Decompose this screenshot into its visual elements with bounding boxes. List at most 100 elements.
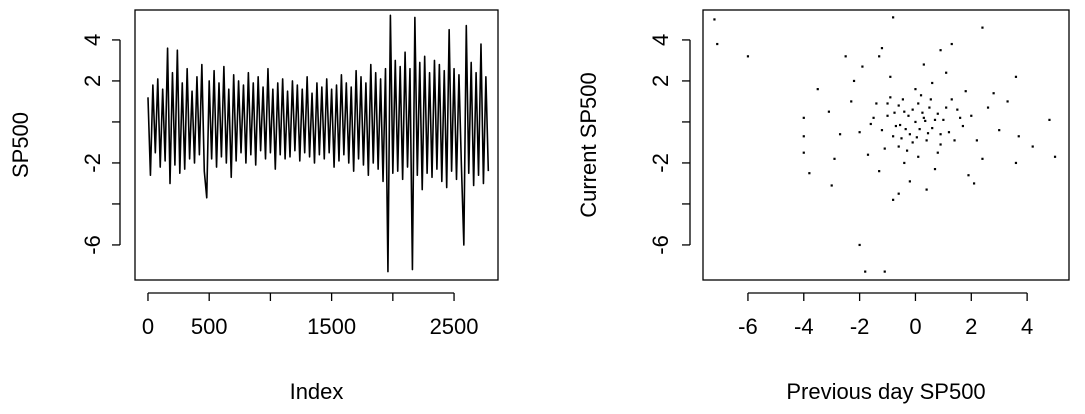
point <box>936 112 939 115</box>
point <box>961 124 965 128</box>
point <box>875 102 878 105</box>
point <box>880 129 884 132</box>
point <box>914 88 917 91</box>
point <box>992 92 995 95</box>
point <box>898 123 902 127</box>
y-axis-title: SP500 <box>8 112 33 178</box>
point <box>858 131 861 134</box>
point <box>1031 145 1034 148</box>
y-tick-label: 2 <box>648 75 673 87</box>
point <box>926 132 930 135</box>
point <box>833 157 836 160</box>
point <box>1006 100 1009 103</box>
x-tick-label: 1500 <box>307 314 356 339</box>
y-tick-label: -6 <box>80 235 105 255</box>
point <box>953 139 956 142</box>
plot-frame <box>134 9 499 281</box>
point <box>986 106 990 109</box>
point <box>802 116 805 119</box>
point <box>950 42 953 46</box>
point <box>950 98 953 101</box>
point <box>998 129 1001 132</box>
point <box>911 108 914 111</box>
point <box>894 124 898 128</box>
point <box>889 96 892 99</box>
point <box>880 47 884 50</box>
point <box>852 79 856 83</box>
point <box>925 139 928 142</box>
point <box>872 116 875 119</box>
point <box>959 116 962 119</box>
point <box>917 102 920 105</box>
point <box>716 42 719 46</box>
point <box>956 108 959 111</box>
point <box>931 81 934 85</box>
point <box>981 157 984 160</box>
point <box>878 55 881 58</box>
point <box>892 135 895 138</box>
point <box>939 49 942 52</box>
x-tick-label: -4 <box>794 314 814 339</box>
point <box>816 88 819 91</box>
plot-frame <box>702 9 1070 281</box>
point <box>883 147 886 150</box>
x-tick-label: -6 <box>738 314 758 339</box>
point <box>864 270 867 273</box>
point <box>942 118 945 121</box>
point <box>903 161 906 165</box>
point <box>933 118 937 121</box>
point <box>903 110 906 113</box>
point <box>918 128 921 131</box>
point <box>861 65 864 68</box>
point <box>897 145 900 148</box>
point <box>970 114 973 117</box>
point <box>1014 161 1018 165</box>
point <box>925 188 928 191</box>
point <box>972 182 976 185</box>
point <box>808 172 811 175</box>
point <box>858 243 861 247</box>
point <box>1053 155 1057 158</box>
point <box>889 75 892 78</box>
point <box>866 153 870 156</box>
series-line <box>147 14 490 273</box>
point <box>919 94 923 97</box>
point <box>967 174 970 177</box>
point <box>905 149 909 152</box>
x-tick-label: 2500 <box>430 314 479 339</box>
x-tick-label: 4 <box>1021 314 1033 339</box>
point <box>917 155 920 158</box>
point <box>904 128 907 131</box>
point <box>924 119 927 123</box>
point <box>892 198 895 201</box>
point <box>746 55 750 58</box>
x-axis-title: Index <box>290 379 344 404</box>
point <box>900 137 903 140</box>
point <box>911 141 914 144</box>
point <box>901 98 904 101</box>
point <box>1017 135 1020 138</box>
point <box>897 104 900 107</box>
point <box>878 170 881 173</box>
point <box>928 106 931 109</box>
point <box>892 16 895 19</box>
point <box>947 131 951 134</box>
y-axis-title: Current SP500 <box>576 72 601 218</box>
point <box>897 192 900 195</box>
point <box>936 151 939 154</box>
y-tick-label: -2 <box>80 153 105 173</box>
point <box>869 122 872 126</box>
y-tick-label: 2 <box>80 75 105 87</box>
point <box>893 111 896 114</box>
point <box>844 55 847 58</box>
x-tick-label: 0 <box>142 314 154 339</box>
y-tick-label: -6 <box>648 235 673 255</box>
y-tick-label: -2 <box>648 153 673 173</box>
point <box>713 18 716 21</box>
point <box>908 180 911 183</box>
point <box>922 116 925 119</box>
x-tick-label: 500 <box>191 314 228 339</box>
point <box>883 270 886 273</box>
point <box>975 139 978 142</box>
point <box>907 114 910 117</box>
